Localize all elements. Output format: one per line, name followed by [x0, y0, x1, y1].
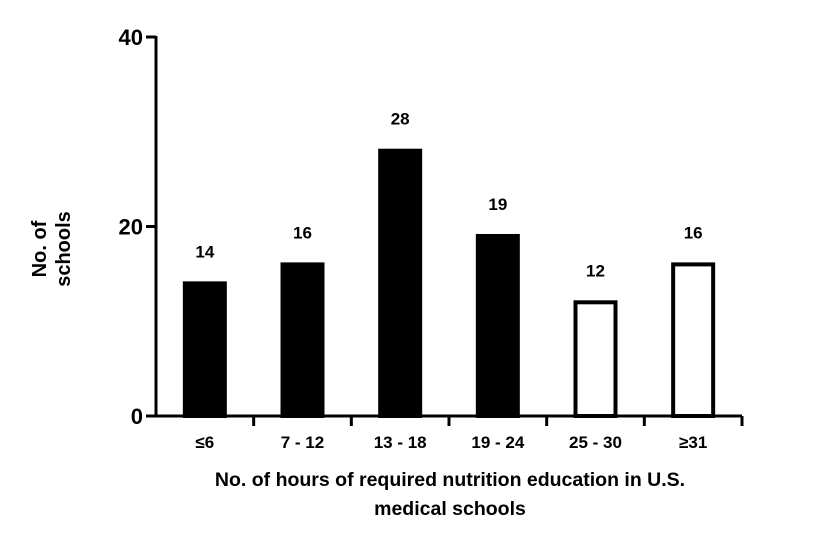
- bar-5: [573, 300, 618, 418]
- x-axis-title-line1: No. of hours of required nutrition educa…: [214, 469, 686, 491]
- x-axis-title: No. of hours of required nutrition educa…: [120, 466, 780, 524]
- bar-2: [280, 262, 325, 418]
- data-labels: 14 16 28 19 12 16: [195, 110, 702, 281]
- x-tick-label: 25 - 30: [569, 433, 622, 452]
- y-axis-title-line2: schools: [53, 211, 75, 287]
- bar-4: [475, 233, 520, 418]
- bar-1: [182, 281, 227, 418]
- bar-3: [378, 148, 423, 418]
- y-axis: 0 20 40: [119, 25, 158, 429]
- data-label: 16: [684, 223, 703, 242]
- x-tick-label: ≥31: [679, 433, 707, 452]
- bar-6: [671, 262, 716, 418]
- y-tick-label: 0: [131, 404, 143, 429]
- y-axis-title: No. of schools: [28, 149, 76, 349]
- x-tick-label: 13 - 18: [374, 433, 427, 452]
- data-label: 12: [586, 261, 605, 280]
- data-label: 28: [391, 110, 410, 129]
- data-label: 14: [195, 242, 214, 261]
- data-label: 19: [488, 195, 507, 214]
- y-tick-label: 40: [119, 25, 143, 50]
- data-label: 16: [293, 223, 312, 242]
- y-tick-label: 20: [119, 215, 143, 240]
- x-tick-label: 19 - 24: [471, 433, 524, 452]
- bars: [182, 148, 716, 418]
- x-axis-title-line2: medical schools: [374, 498, 526, 520]
- x-axis: ≤6 7 - 12 13 - 18 19 - 24 25 - 30 ≥31: [155, 414, 744, 452]
- x-tick-label: ≤6: [195, 433, 214, 452]
- y-axis-title-line1: No. of: [29, 220, 51, 278]
- x-tick-label: 7 - 12: [281, 433, 324, 452]
